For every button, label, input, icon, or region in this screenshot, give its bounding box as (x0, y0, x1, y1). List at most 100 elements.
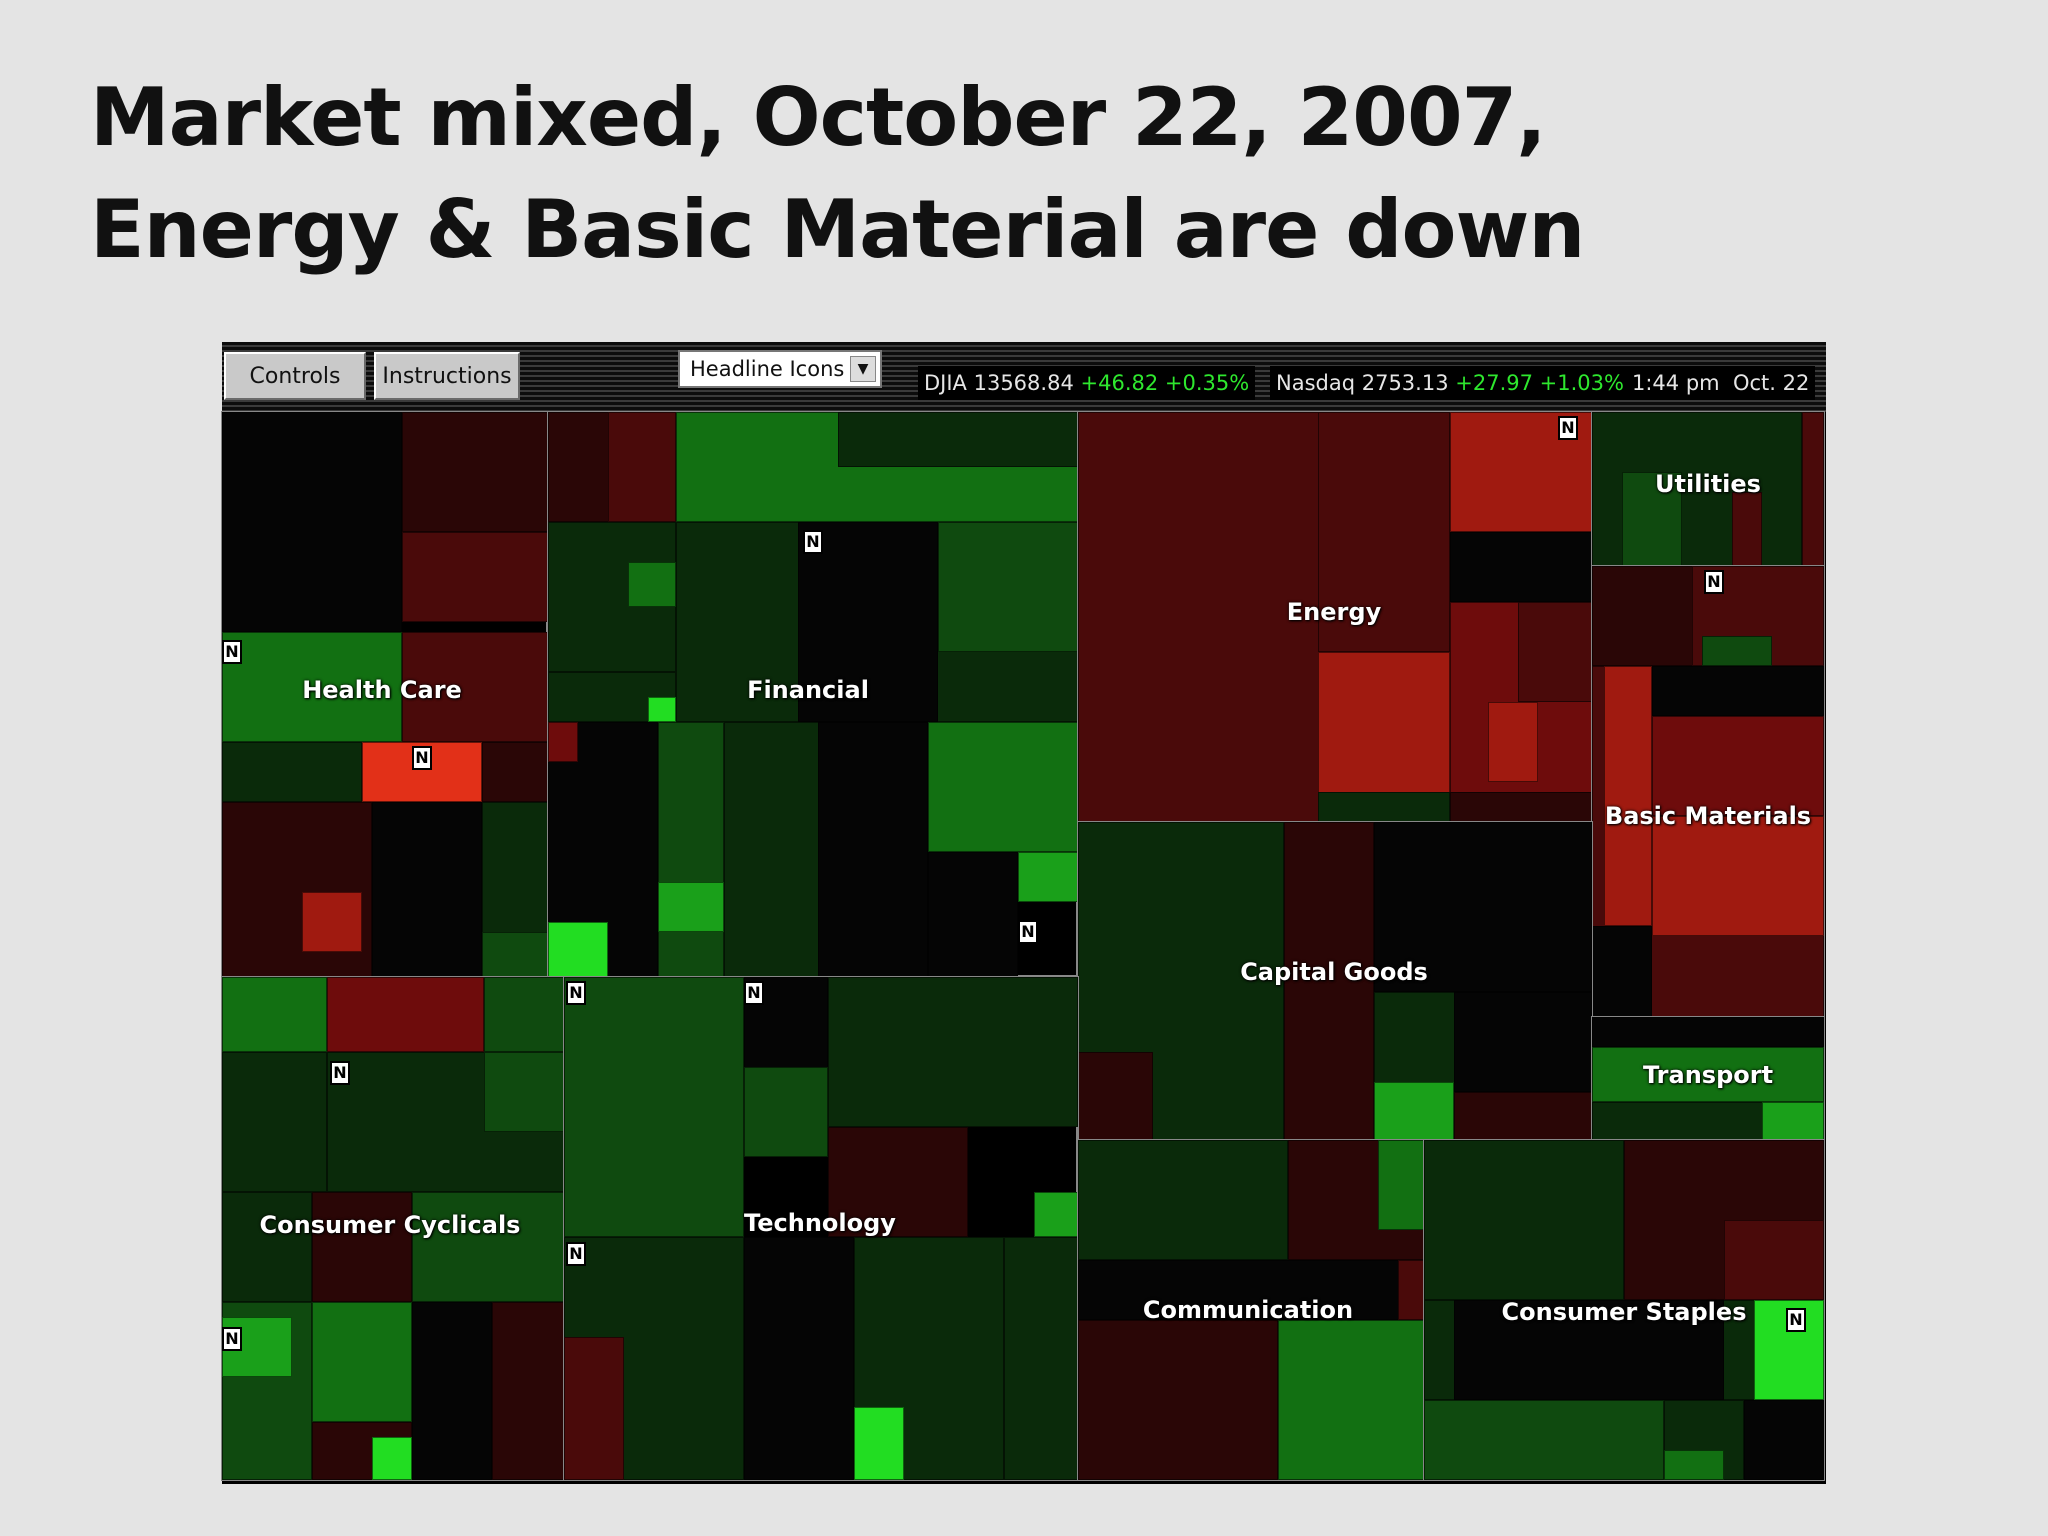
stock-tile[interactable] (482, 932, 548, 977)
stock-tile[interactable] (798, 522, 938, 722)
stock-tile[interactable] (222, 742, 362, 802)
stock-tile[interactable] (1518, 602, 1592, 702)
stock-tile[interactable] (1078, 1260, 1424, 1320)
stock-tile[interactable] (564, 1337, 624, 1480)
stock-tile[interactable] (1004, 1237, 1078, 1480)
stock-tile[interactable] (628, 562, 676, 607)
sector-transport[interactable]: Transport (1591, 1016, 1825, 1141)
stock-tile[interactable] (402, 632, 548, 742)
stock-tile[interactable] (302, 892, 362, 952)
news-icon[interactable]: N (566, 1242, 586, 1266)
stock-tile[interactable] (1664, 1450, 1724, 1480)
stock-tile[interactable] (854, 1407, 904, 1480)
stock-tile[interactable] (372, 802, 482, 977)
stock-tile[interactable] (658, 882, 724, 932)
stock-tile[interactable] (222, 1192, 312, 1302)
news-icon[interactable]: N (1704, 570, 1724, 594)
stock-tile[interactable] (492, 1302, 564, 1480)
news-icon[interactable]: N (566, 981, 586, 1005)
stock-tile[interactable] (372, 1437, 412, 1480)
stock-tile[interactable] (482, 742, 548, 802)
stock-tile[interactable] (1450, 792, 1592, 822)
stock-tile[interactable] (402, 412, 548, 532)
news-icon[interactable]: N (330, 1061, 350, 1085)
stock-tile[interactable] (1318, 792, 1450, 822)
news-icon[interactable]: N (1558, 416, 1578, 440)
stock-tile[interactable] (1378, 1140, 1424, 1230)
news-icon[interactable]: N (222, 640, 242, 664)
stock-tile[interactable] (312, 1302, 412, 1422)
stock-tile[interactable] (1592, 926, 1652, 1017)
stock-tile[interactable] (1652, 666, 1824, 716)
stock-tile[interactable] (1762, 1102, 1824, 1140)
stock-tile[interactable] (1450, 532, 1592, 602)
stock-tile[interactable] (1732, 492, 1762, 566)
stock-tile[interactable] (828, 1127, 968, 1237)
stock-tile[interactable] (1078, 1052, 1153, 1140)
stock-tile[interactable] (838, 412, 1078, 467)
stock-tile[interactable] (548, 922, 608, 977)
instructions-button[interactable]: Instructions (374, 352, 520, 400)
stock-tile[interactable] (1622, 472, 1682, 566)
stock-tile[interactable] (1744, 1400, 1824, 1480)
view-mode-select[interactable]: Headline Icons ▼ (678, 350, 882, 388)
stock-tile[interactable] (1592, 1047, 1824, 1102)
stock-tile[interactable] (744, 1237, 854, 1480)
news-icon[interactable]: N (803, 530, 823, 554)
stock-tile[interactable] (402, 532, 548, 622)
stock-tile[interactable] (1078, 1320, 1278, 1480)
sector-technology[interactable]: N N N Technology (563, 976, 1079, 1481)
stock-tile[interactable] (1592, 1017, 1824, 1047)
stock-tile[interactable] (1454, 1092, 1592, 1140)
stock-tile[interactable] (648, 697, 676, 722)
stock-tile[interactable] (1398, 1260, 1424, 1320)
stock-tile[interactable] (658, 722, 724, 977)
stock-tile[interactable] (412, 1192, 564, 1302)
sector-consumer-staples[interactable]: N Consumer Staples (1423, 1139, 1825, 1481)
stock-tile[interactable] (1424, 1400, 1664, 1480)
stock-tile[interactable] (222, 1052, 327, 1192)
stock-tile[interactable] (1702, 636, 1772, 666)
stock-tile[interactable] (1284, 822, 1374, 1140)
stock-tile[interactable] (1374, 1082, 1454, 1140)
news-icon[interactable]: N (744, 981, 764, 1005)
stock-tile[interactable] (1374, 822, 1592, 992)
sector-basic-materials[interactable]: N Basic Materials (1591, 565, 1825, 1018)
stock-tile[interactable] (928, 852, 1018, 977)
chevron-down-icon[interactable]: ▼ (850, 356, 876, 382)
stock-tile[interactable] (1652, 716, 1824, 816)
stock-tile[interactable] (1034, 1192, 1078, 1237)
stock-tile[interactable] (327, 977, 484, 1052)
stock-tile[interactable] (1604, 666, 1652, 926)
sector-communication[interactable]: Communication (1077, 1139, 1425, 1481)
stock-tile[interactable] (818, 722, 928, 977)
stock-tile[interactable] (484, 1052, 564, 1132)
sector-financial[interactable]: N N Financial (547, 411, 1079, 978)
stock-tile[interactable] (1652, 816, 1824, 936)
sector-health-care[interactable]: N N Health Care (221, 411, 549, 978)
stock-tile[interactable] (608, 412, 676, 522)
stock-tile[interactable] (564, 977, 744, 1237)
stock-tile[interactable] (412, 1302, 492, 1480)
stock-tile[interactable] (1018, 852, 1078, 902)
stock-tile[interactable] (1424, 1140, 1624, 1300)
stock-tile[interactable] (1078, 1140, 1288, 1260)
news-icon[interactable]: N (1018, 920, 1038, 944)
stock-tile[interactable] (744, 1067, 828, 1157)
stock-tile[interactable] (222, 632, 402, 742)
stock-tile[interactable] (1454, 1300, 1724, 1400)
stock-tile[interactable] (1802, 412, 1824, 566)
stock-tile[interactable] (222, 412, 402, 632)
sector-capital-goods[interactable]: Capital Goods (1077, 821, 1593, 1141)
stock-tile[interactable] (312, 1192, 412, 1302)
news-icon[interactable]: N (412, 746, 432, 770)
stock-tile[interactable] (1278, 1320, 1424, 1480)
news-icon[interactable]: N (1786, 1308, 1806, 1332)
sector-energy[interactable]: N Energy (1077, 411, 1593, 823)
stock-tile[interactable] (1318, 412, 1450, 652)
stock-tile[interactable] (828, 977, 1078, 1127)
sector-utilities[interactable]: Utilities (1591, 411, 1825, 567)
sector-consumer-cyclicals[interactable]: N N Consumer Cyclicals (221, 976, 565, 1481)
stock-tile[interactable] (222, 977, 327, 1052)
controls-button[interactable]: Controls (224, 352, 366, 400)
